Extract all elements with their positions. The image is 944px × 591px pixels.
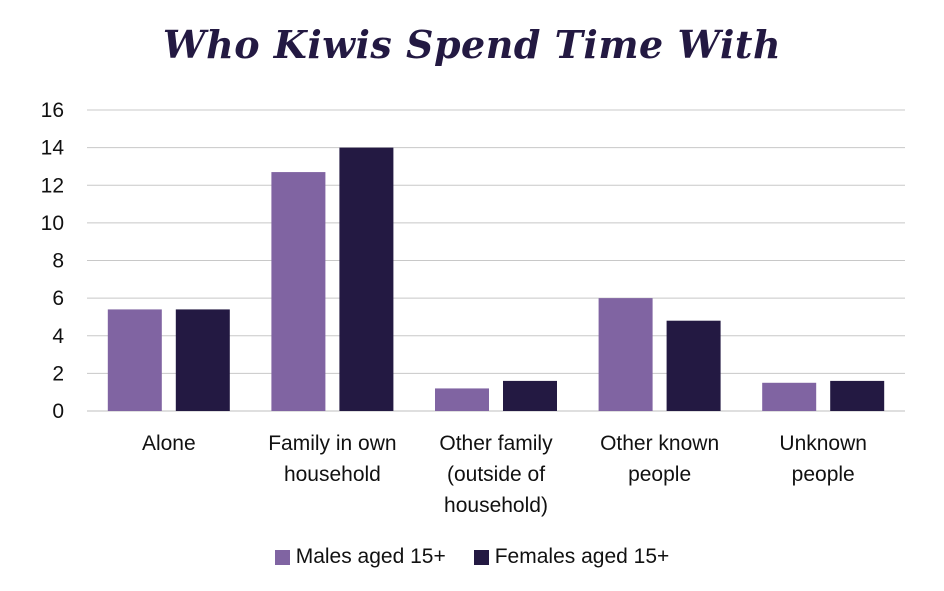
y-tick-label: 12	[41, 174, 64, 197]
bar-females-1	[339, 147, 394, 411]
x-tick-label: Other family	[439, 432, 553, 455]
x-tick-label: Unknown	[779, 432, 867, 455]
legend-label-males: Males aged 15+	[295, 545, 446, 568]
legend-label-females: Females aged 15+	[494, 545, 670, 568]
y-tick-label: 0	[52, 400, 64, 423]
legend-swatch-males	[274, 549, 290, 565]
y-tick-label: 8	[52, 250, 64, 273]
y-tick-label: 4	[52, 325, 64, 348]
bar-females-2	[503, 380, 557, 411]
x-tick-label: Other known	[600, 432, 719, 455]
bar-males-2	[435, 388, 489, 411]
legend: Males aged 15+ Females aged 15+	[0, 545, 944, 569]
x-tick-label: people	[792, 463, 855, 486]
legend-swatch-females	[473, 549, 489, 565]
bar-males-3	[598, 298, 653, 411]
bar-females-3	[666, 320, 721, 411]
y-tick-label: 6	[52, 287, 64, 310]
bar-females-0	[175, 309, 230, 411]
y-tick-label: 2	[52, 362, 64, 385]
bar-males-4	[762, 382, 817, 411]
bar-males-1	[271, 172, 326, 411]
x-tick-label: Family in own	[268, 432, 396, 455]
bar-females-4	[830, 380, 885, 411]
y-tick-label: 10	[41, 212, 64, 235]
x-tick-label: household)	[444, 494, 548, 517]
x-tick-label: (outside of	[447, 463, 545, 486]
x-tick-label: Alone	[142, 432, 196, 455]
legend-item-males: Males aged 15+	[274, 545, 446, 569]
legend-item-females: Females aged 15+	[473, 545, 670, 569]
y-tick-label: 16	[41, 99, 64, 122]
chart-title: Who Kiwis Spend Time With	[162, 22, 782, 67]
y-tick-label: 14	[41, 137, 65, 160]
bar-males-0	[107, 309, 162, 411]
x-tick-label: household	[284, 463, 381, 486]
x-tick-label: people	[628, 463, 691, 486]
